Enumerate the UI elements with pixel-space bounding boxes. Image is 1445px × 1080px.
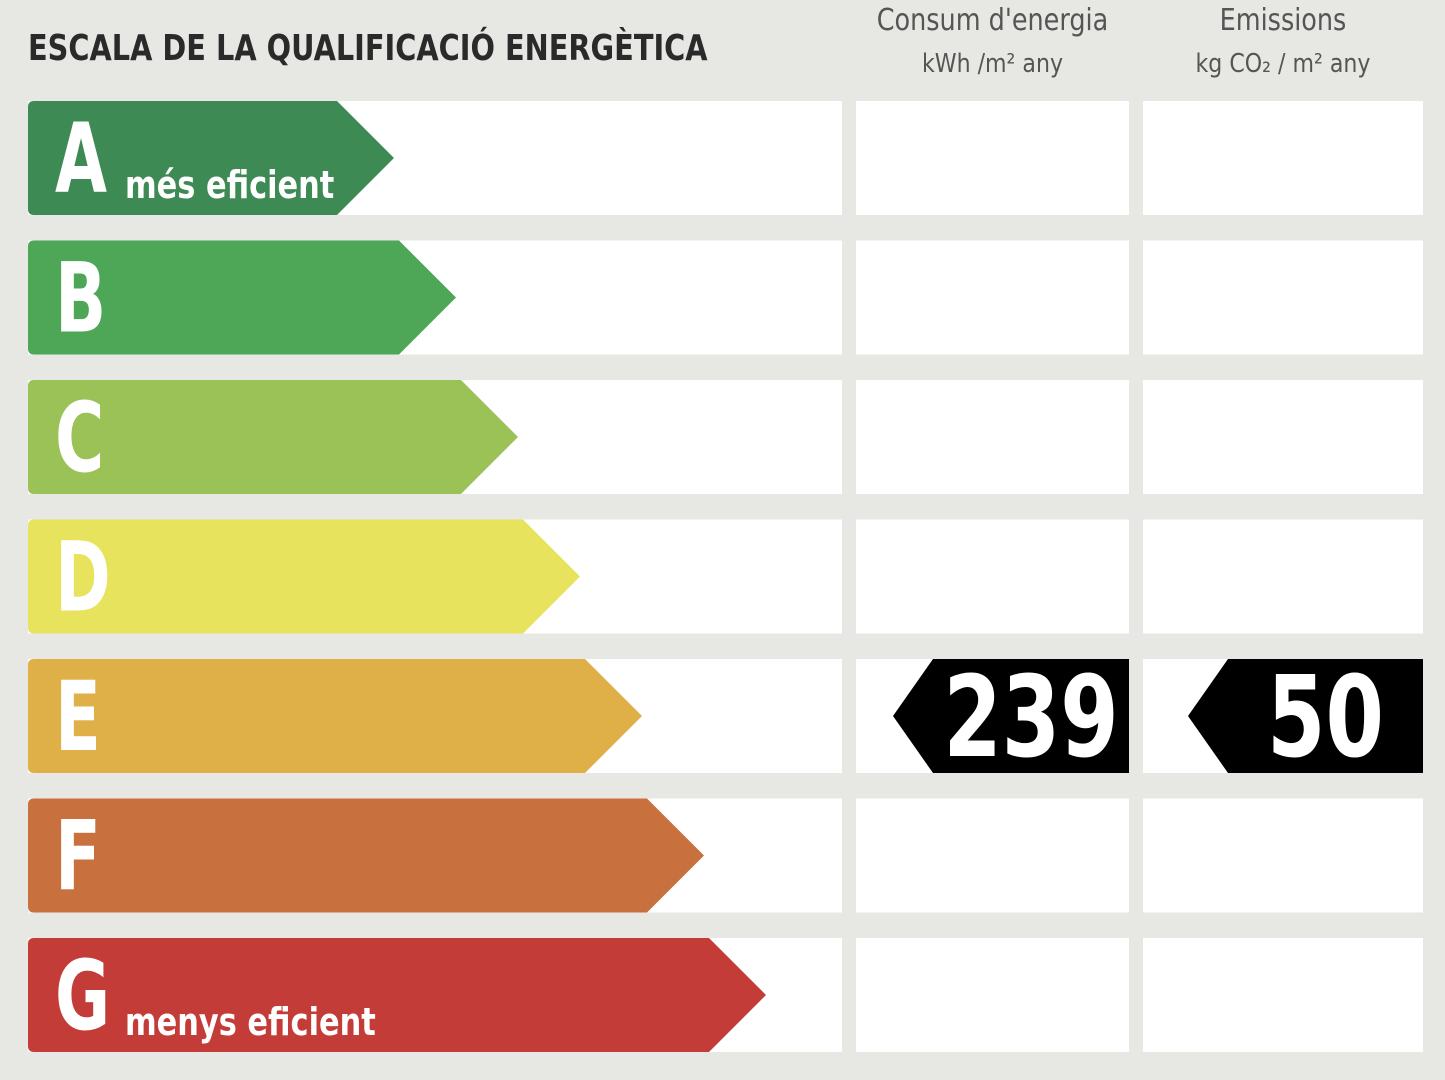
rating-arrow: [28, 938, 766, 1052]
rating-arrow: [28, 798, 704, 913]
rating-note: més eficient: [125, 164, 334, 208]
value-cell: [856, 798, 1129, 913]
value-arrow: [893, 659, 1129, 773]
column-title: Emissions: [1220, 2, 1347, 38]
title: ESCALA DE LA QUALIFICACIÓ ENERGÈTICA: [28, 26, 708, 69]
column-unit: kg CO₂ / m² any: [1196, 48, 1371, 78]
column-unit: kWh /m² any: [922, 48, 1063, 78]
value-cell: [1143, 798, 1423, 913]
value-arrow: [1188, 659, 1423, 773]
value-cell: [1143, 380, 1423, 494]
rating-note: menys eficient: [125, 1001, 376, 1045]
value-cell: [856, 380, 1129, 494]
rating-letter: G: [55, 940, 110, 1052]
rating-arrow: [28, 101, 394, 215]
rating-letter: F: [55, 800, 101, 912]
rating-arrow: [28, 380, 518, 494]
value-label: 239: [943, 653, 1118, 783]
value-cell: [856, 519, 1129, 634]
rating-letter: B: [55, 242, 106, 354]
value-cell: [1143, 938, 1423, 1052]
value-cell: [1143, 240, 1423, 355]
rating-letter: A: [55, 103, 107, 215]
rating-arrow: [28, 240, 456, 355]
value-cell: [1143, 101, 1423, 215]
rating-arrow: [28, 659, 642, 773]
value-cell: [856, 101, 1129, 215]
value-cell: [856, 240, 1129, 355]
value-cell: [1143, 519, 1423, 634]
column-title: Consum d'energia: [877, 2, 1109, 38]
rating-letter: E: [55, 661, 101, 773]
rating-letter: C: [55, 382, 104, 494]
rating-arrow: [28, 519, 580, 634]
value-label: 50: [1267, 653, 1384, 783]
rating-letter: D: [55, 521, 111, 633]
value-cell: [856, 938, 1129, 1052]
